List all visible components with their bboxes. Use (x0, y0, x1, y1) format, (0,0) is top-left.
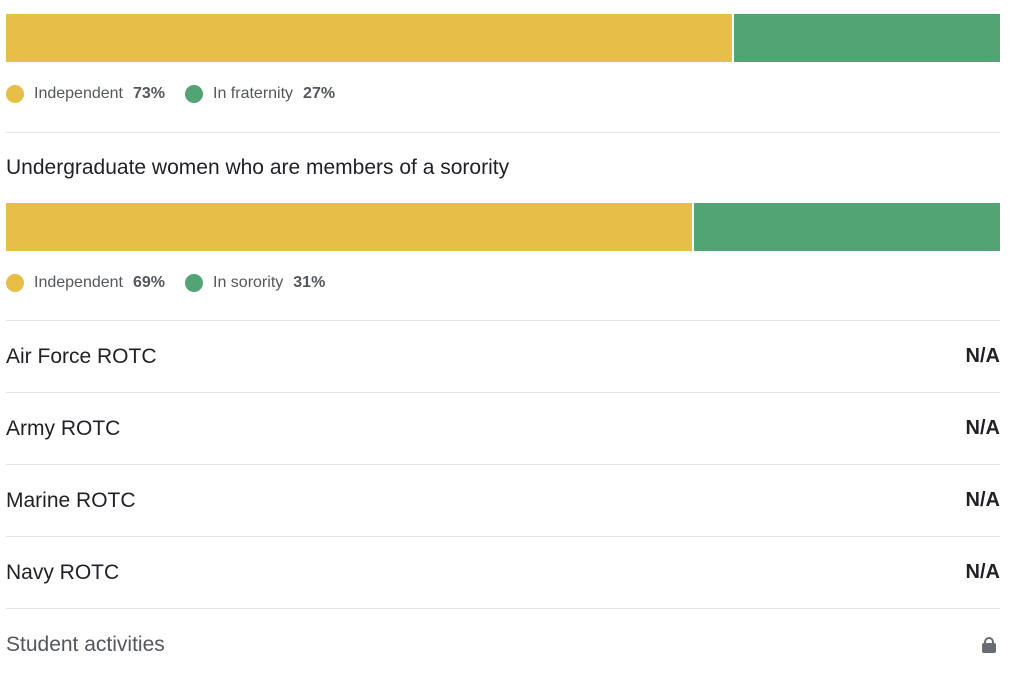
rotc-row-navy: Navy ROTC N/A (6, 536, 1000, 608)
legend-item-in-sorority: In sorority 31% (185, 274, 325, 292)
bar-segment-independent (6, 203, 692, 251)
row-value: N/A (965, 417, 1000, 439)
legend-dot-icon (6, 274, 24, 292)
sorority-bar (6, 203, 1000, 251)
sorority-title: Undergraduate women who are members of a… (6, 156, 510, 179)
bar-segment-independent (6, 14, 732, 62)
legend-percent: 31% (293, 274, 326, 291)
row-label: Student activities (6, 632, 165, 656)
legend-item-independent: Independent 69% (6, 274, 165, 292)
bar-segment-in-fraternity (731, 14, 1000, 62)
row-value: N/A (965, 489, 1000, 511)
legend-dot-icon (6, 85, 24, 103)
student-life-panel: Independent 73% In fraternity 27% Underg… (6, 0, 1000, 680)
row-label: Army ROTC (6, 416, 121, 440)
fraternity-bar (6, 14, 1000, 62)
sorority-legend: Independent 69% In sorority 31% (6, 268, 1000, 298)
legend-item-independent: Independent 73% (6, 85, 165, 103)
row-value: N/A (965, 345, 1000, 367)
legend-percent: 69% (132, 274, 166, 291)
rotc-row-marine: Marine ROTC N/A (6, 464, 1000, 536)
divider (6, 132, 1000, 133)
legend-label: In fraternity (213, 85, 294, 102)
legend-dot-icon (185, 274, 204, 292)
bar-segment-in-sorority (691, 203, 1000, 251)
legend-label: Independent (34, 274, 123, 291)
rotc-row-army: Army ROTC N/A (6, 392, 1000, 464)
row-label: Marine ROTC (6, 488, 136, 512)
row-value: N/A (965, 561, 1000, 583)
legend-label: Independent (34, 85, 123, 102)
legend-dot-icon (185, 85, 204, 103)
legend-percent: 27% (303, 85, 336, 102)
rotc-row-air-force: Air Force ROTC N/A (6, 320, 1000, 392)
lock-icon (982, 636, 996, 653)
legend-percent: 73% (132, 85, 166, 102)
legend-item-in-fraternity: In fraternity 27% (185, 85, 335, 103)
student-activities-row[interactable]: Student activities (6, 608, 1000, 680)
row-label: Navy ROTC (6, 560, 120, 584)
row-label: Air Force ROTC (6, 344, 157, 368)
legend-label: In sorority (213, 274, 284, 291)
fraternity-legend: Independent 73% In fraternity 27% (6, 79, 1000, 109)
